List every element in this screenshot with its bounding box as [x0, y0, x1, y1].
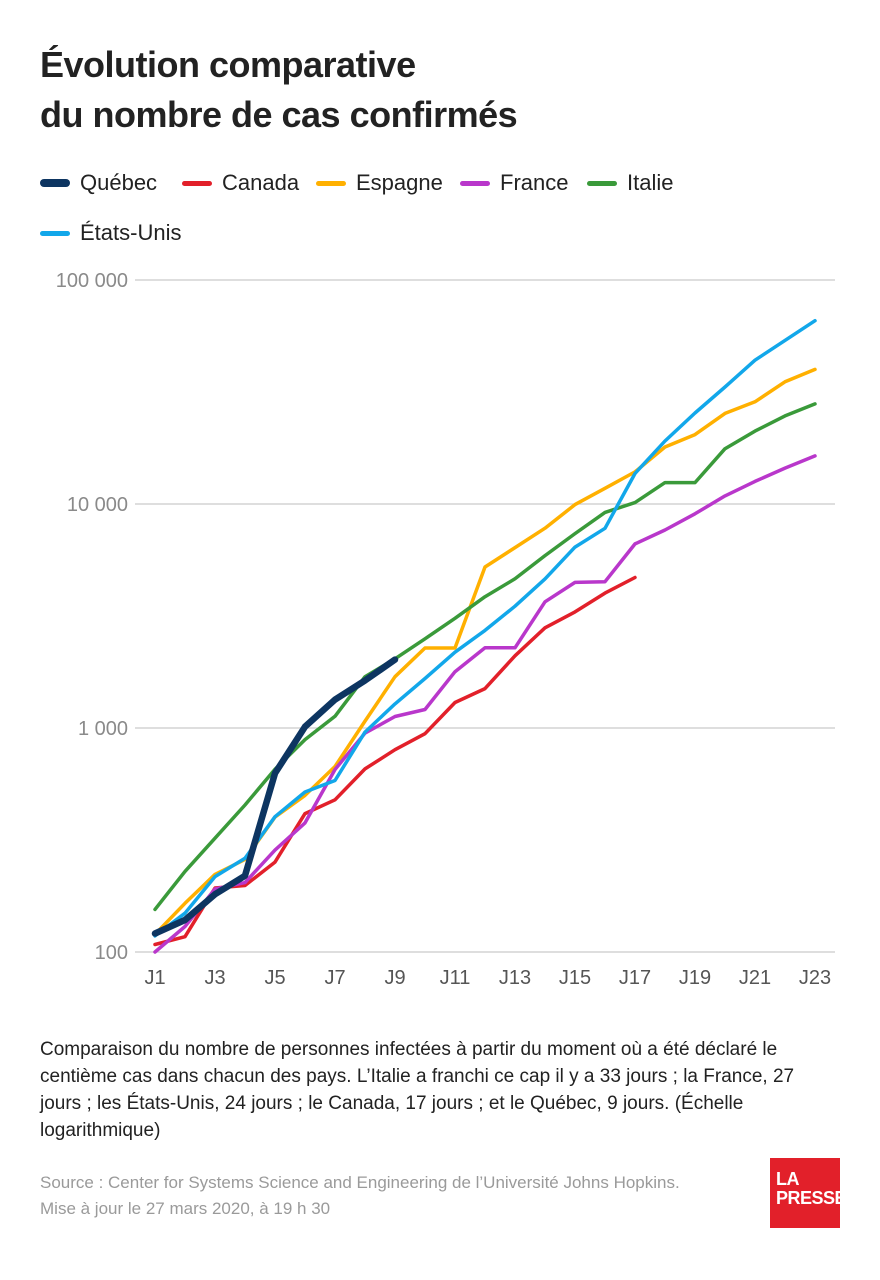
la-presse-logo[interactable]: LA PRESSE [770, 1158, 847, 1228]
x-tick-label: J21 [739, 967, 771, 989]
x-tick-label: J17 [619, 967, 651, 989]
y-tick-label: 10 000 [67, 494, 128, 516]
series-line-france [153, 454, 817, 954]
chart-title: Évolution comparative du nombre de cas c… [40, 40, 840, 140]
legend-label-quebec: Québec [80, 170, 158, 195]
legend-item-canada: Canada [182, 166, 299, 200]
x-tick-label: J3 [204, 967, 225, 989]
legend-swatch-etats-unis [40, 230, 70, 236]
source-note: Source : Center for Systems Science and … [40, 1170, 760, 1222]
legend-item-espagne: Espagne [316, 166, 443, 200]
source-line: Source : Center for Systems Science and … [40, 1173, 680, 1192]
series-line-quebec [151, 656, 399, 937]
legend-swatch-france [460, 180, 490, 186]
x-axis-ticks: J1 J3 J5 J7 J9 J11 J13 J15 J17 J19 J21 J23 [144, 967, 831, 989]
x-tick-label: J5 [264, 967, 285, 989]
y-tick-label: 100 000 [56, 270, 128, 292]
legend-label-canada: Canada [222, 170, 300, 195]
x-tick-label: J23 [799, 967, 831, 989]
legend-label-espagne: Espagne [356, 170, 443, 195]
y-axis-ticks: 100 1 000 10 000 100 000 [56, 270, 128, 964]
x-tick-label: J15 [559, 967, 591, 989]
legend-item-etats-unis: États-Unis [40, 216, 181, 250]
update-line: Mise à jour le 27 mars 2020, à 19 h 30 [40, 1199, 331, 1218]
x-tick-label: J1 [144, 967, 165, 989]
x-tick-label: J11 [440, 967, 471, 989]
legend-label-etats-unis: États-Unis [80, 220, 182, 245]
y-tick-label: 100 [95, 942, 128, 964]
x-tick-label: J7 [324, 967, 345, 989]
series-lines [151, 318, 817, 954]
legend-item-quebec: Québec [40, 166, 157, 200]
series-line-etats-unis [153, 318, 817, 938]
series-line-italie [153, 402, 817, 912]
chart-title-line2: du nombre de cas confirmés [40, 94, 518, 135]
logo-line1: LA [776, 1169, 800, 1189]
chart-caption: Comparaison du nombre de personnes infec… [40, 1039, 795, 1141]
legend-swatch-quebec [40, 179, 70, 187]
logo-line2: PRESSE [776, 1188, 847, 1208]
legend-swatch-canada [182, 180, 212, 186]
grid-lines [135, 279, 835, 953]
x-tick-label: J19 [679, 967, 711, 989]
legend-swatch-espagne [316, 180, 346, 186]
legend-swatch-italie [587, 180, 617, 186]
legend-item-france: France [460, 166, 568, 200]
legend-label-france: France [500, 170, 569, 195]
x-tick-label: J9 [384, 967, 405, 989]
chart-title-line1: Évolution comparative [40, 44, 416, 85]
x-tick-label: J13 [499, 967, 531, 989]
y-tick-label: 1 000 [78, 718, 128, 740]
legend-label-italie: Italie [627, 170, 674, 195]
legend-item-italie: Italie [587, 166, 673, 200]
